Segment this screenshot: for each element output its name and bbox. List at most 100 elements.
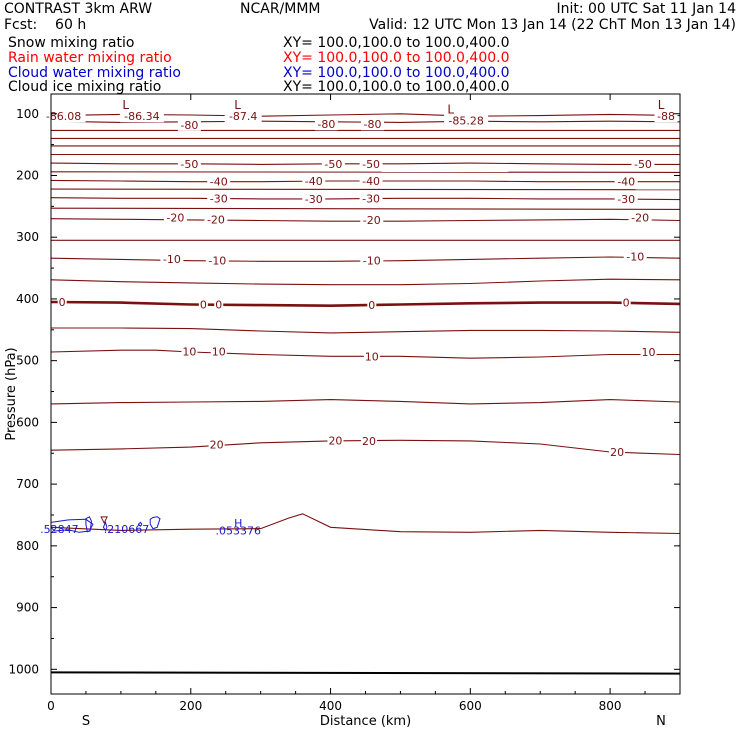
- isotherm-label: -20: [166, 211, 184, 224]
- isotherm-5: [51, 327, 681, 334]
- label-bg-3: [444, 114, 489, 127]
- surface-line: [50, 671, 681, 675]
- y-tick-label: 600: [16, 415, 39, 429]
- isotherm-label: 10: [182, 345, 196, 358]
- label-bg-20: [163, 211, 187, 224]
- y-tick-label: 1000: [8, 662, 39, 676]
- legend-rain-name: Rain water mixing ratio: [8, 50, 172, 66]
- y-tick-label: 800: [16, 539, 39, 553]
- isotherm-label: -80: [364, 118, 382, 131]
- label-bg-36: [640, 346, 657, 359]
- label-bg-29: [198, 298, 208, 311]
- label-bg-25: [205, 254, 229, 267]
- isotherm-label: -10: [363, 255, 381, 268]
- isotherm-label: -30: [362, 192, 380, 205]
- extremum-value-label: -86.34: [124, 110, 159, 123]
- legend-snow-name: Snow mixing ratio: [8, 35, 135, 51]
- y-tick-label: 500: [16, 354, 39, 368]
- x-axis-south: S: [82, 714, 90, 729]
- label-bg-38: [327, 434, 344, 447]
- isotherm-label: 0: [200, 298, 207, 311]
- isotherm--35: [50, 188, 681, 191]
- isotherm-10: [50, 349, 680, 359]
- y-tick-label: 200: [16, 168, 39, 182]
- cloud-water-contour-3: [149, 516, 161, 530]
- isotherm-label: -50: [180, 158, 198, 171]
- isotherm-label: 20: [610, 446, 624, 459]
- isotherm-label: -20: [207, 213, 225, 226]
- isotherm-label: 20: [210, 439, 224, 452]
- isotherm-label: 10: [365, 350, 379, 363]
- label-bg-10: [359, 157, 383, 170]
- label-bg-37: [208, 438, 225, 451]
- center-title: NCAR/MMM: [240, 1, 321, 17]
- label-bg-11: [631, 157, 655, 170]
- label-bg-9: [321, 157, 345, 170]
- low-marker: L: [447, 102, 454, 116]
- label-bg-8: [177, 157, 201, 170]
- label-bg-34: [210, 345, 227, 358]
- x-axis-title: Distance (km): [320, 714, 411, 729]
- y-tick-label: 100: [16, 107, 39, 121]
- legend-snow-xy: XY= 100.0,100.0 to 100.0,400.0: [283, 35, 510, 51]
- x-tick-label: 800: [599, 699, 622, 713]
- cloud-water-contour-0: [50, 518, 94, 533]
- label-bg-23: [628, 211, 652, 224]
- label-bg-6: [314, 118, 338, 131]
- legend-rain-xy: XY= 100.0,100.0 to 100.0,400.0: [283, 50, 510, 66]
- isotherm-label: -80: [317, 118, 335, 131]
- isotherm-label: 20: [362, 435, 376, 448]
- label-bg-1: [119, 110, 164, 123]
- cloud-marker-0: [100, 516, 108, 525]
- valid-time: Valid: 12 UTC Mon 13 Jan 14 (22 ChT Mon …: [369, 17, 736, 33]
- isotherm-label: -50: [362, 158, 380, 171]
- isotherm-label: 10: [642, 346, 656, 359]
- isotherm-label: -20: [363, 214, 381, 227]
- isotherm-label: -50: [324, 158, 342, 171]
- label-bg-18: [359, 192, 383, 205]
- isotherm-label: -10: [626, 250, 644, 263]
- isotherm-label: -10: [208, 255, 226, 268]
- legend-cloud-ice-xy: XY= 100.0,100.0 to 100.0,400.0: [283, 79, 510, 95]
- label-bg-21: [204, 213, 228, 226]
- y-tick-label: 300: [16, 230, 39, 244]
- legend-cloud-water-xy: XY= 100.0,100.0 to 100.0,400.0: [283, 65, 510, 81]
- label-bg-22: [360, 213, 384, 226]
- isotherm-label: 10: [212, 345, 226, 358]
- isotherm-label: -30: [617, 193, 635, 206]
- isotherm-label: -40: [617, 176, 635, 189]
- isotherm--45: [50, 171, 681, 173]
- label-bg-40: [609, 446, 626, 459]
- isotherm-label: 0: [368, 299, 375, 312]
- label-bg-0: [41, 110, 86, 123]
- isotherm-label: 0: [59, 296, 66, 309]
- isotherm--25: [50, 207, 681, 210]
- cloud-water-label: H: [234, 517, 242, 530]
- init-time: Init: 00 UTC Sat 11 Jan 14: [556, 1, 736, 17]
- cloud-water-contour-2: [102, 520, 108, 532]
- label-bg-16: [207, 192, 231, 205]
- isotherm-label: -80: [180, 119, 198, 132]
- x-tick-label: 0: [47, 699, 55, 713]
- label-bg-30: [214, 298, 224, 311]
- label-bg-13: [302, 175, 326, 188]
- label-bg-28: [57, 296, 67, 309]
- isotherm-label: -50: [634, 158, 652, 171]
- low-marker: L: [658, 98, 665, 112]
- isotherm--5: [50, 278, 681, 286]
- label-bg-32: [621, 296, 631, 309]
- label-bg-31: [367, 299, 377, 312]
- isotherm-15: [50, 399, 681, 405]
- isotherm-label: -40: [210, 176, 228, 189]
- label-bg-17: [302, 192, 326, 205]
- label-bg-35: [363, 350, 380, 363]
- cloud-water-label: .053376: [216, 524, 262, 537]
- cloud-water-label: .210667: [104, 523, 150, 536]
- extremum-value-label: -88: [657, 110, 675, 123]
- label-bg-14: [359, 175, 383, 188]
- label-bg-4: [654, 110, 678, 123]
- y-tick-label: 900: [16, 601, 39, 615]
- label-bg-39: [360, 434, 377, 447]
- low-marker: L: [122, 98, 129, 112]
